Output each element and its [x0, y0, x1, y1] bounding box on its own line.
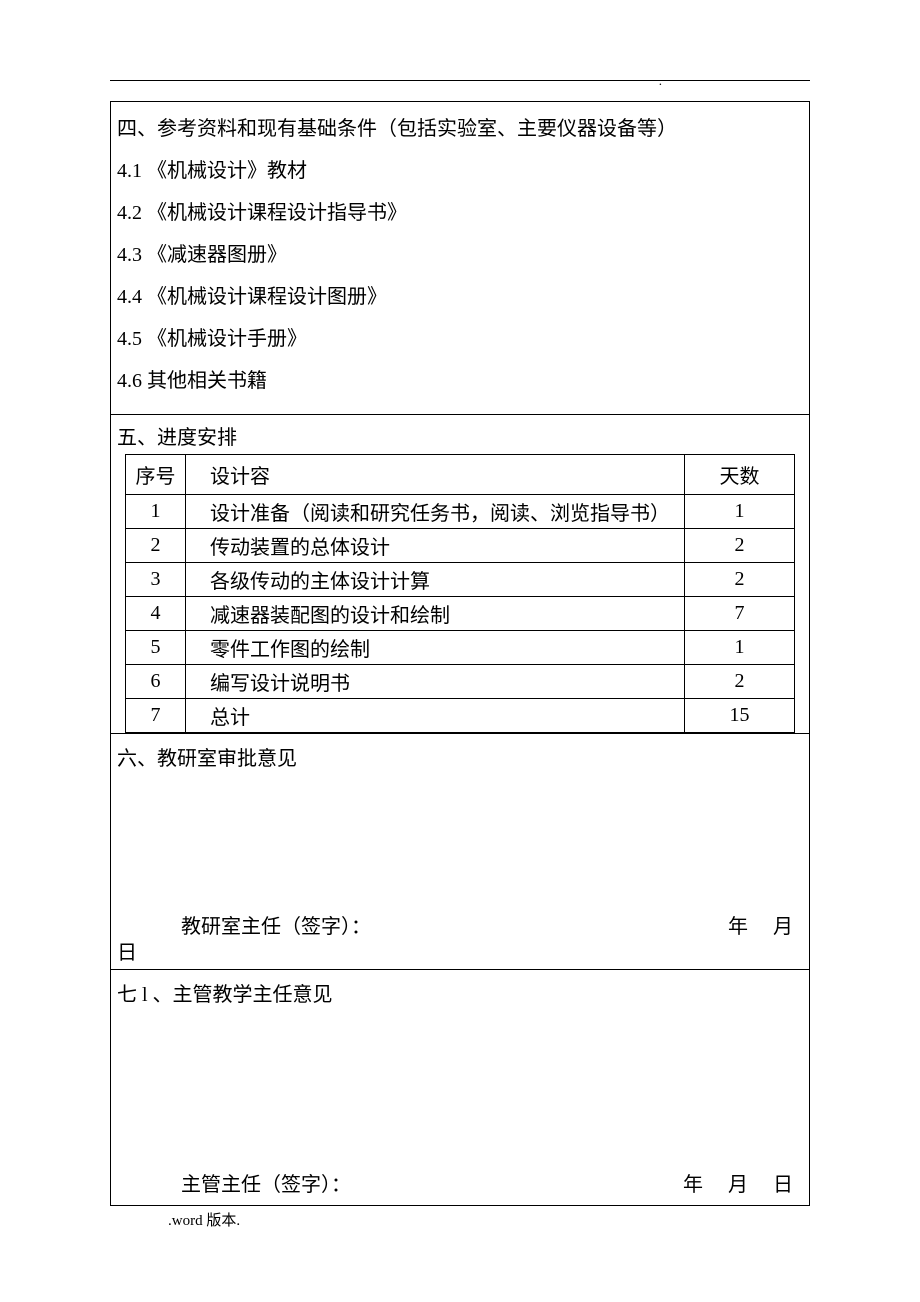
table-row: 7 总计 15: [126, 699, 795, 733]
cell-seq: 6: [126, 665, 186, 699]
section-6-title: 六、教研室审批意见: [111, 734, 809, 771]
sig-line-6: 教研室主任（签字）： 年 月: [111, 910, 809, 939]
ref-item-4: 4.4 《机械设计课程设计图册》: [117, 280, 803, 314]
year-label: 年: [728, 916, 748, 938]
document-page: 四、参考资料和现有基础条件（包括实验室、主要仪器设备等） 4.1 《机械设计》教…: [0, 0, 920, 1246]
section-7-title: 七 l 、主管教学主任意见: [111, 970, 809, 1007]
ref-item-6: 4.6 其他相关书籍: [117, 364, 803, 398]
table-row: 2 传动装置的总体设计 2: [126, 529, 795, 563]
section-7-box: 七 l 、主管教学主任意见 主管主任（签字）： 年 月 日: [110, 970, 810, 1206]
section-7-content: 七 l 、主管教学主任意见 主管主任（签字）： 年 月 日: [111, 970, 809, 1205]
col-days-header: 天数: [685, 455, 795, 495]
cell-content: 零件工作图的绘制: [186, 631, 685, 665]
sig-line-7: 主管主任（签字）： 年 月 日: [111, 1168, 809, 1197]
month-label: 月: [728, 1174, 748, 1196]
cell-seq: 4: [126, 597, 186, 631]
col-content-header: 设计容: [186, 455, 685, 495]
day-label: 日: [773, 1174, 793, 1196]
schedule-header-row: 序号 设计容 天数: [126, 455, 795, 495]
cell-content: 减速器装配图的设计和绘制: [186, 597, 685, 631]
cell-days: 2: [685, 665, 795, 699]
ref-item-2: 4.2 《机械设计课程设计指导书》: [117, 196, 803, 230]
col-seq-header: 序号: [126, 455, 186, 495]
cell-content: 编写设计说明书: [186, 665, 685, 699]
cell-days: 7: [685, 597, 795, 631]
ref-item-5: 4.5 《机械设计手册》: [117, 322, 803, 356]
cell-days: 2: [685, 563, 795, 597]
section-5-title: 五、进度安排: [111, 415, 809, 454]
section-6-content: 六、教研室审批意见 教研室主任（签字）： 年 月 日: [111, 734, 809, 969]
cell-days: 1: [685, 631, 795, 665]
sig-label-7: 主管主任（签字）：: [181, 1168, 351, 1197]
sig-date-7: 年 月 日: [673, 1168, 803, 1197]
section-6-box: 六、教研室审批意见 教研室主任（签字）： 年 月 日: [110, 734, 810, 970]
schedule-table: 序号 设计容 天数 1 设计准备（阅读和研究任务书，阅读、浏览指导书） 1 2 …: [125, 454, 795, 733]
table-row: 5 零件工作图的绘制 1: [126, 631, 795, 665]
cell-content: 各级传动的主体设计计算: [186, 563, 685, 597]
table-row: 6 编写设计说明书 2: [126, 665, 795, 699]
table-row: 3 各级传动的主体设计计算 2: [126, 563, 795, 597]
schedule-body: 1 设计准备（阅读和研究任务书，阅读、浏览指导书） 1 2 传动装置的总体设计 …: [126, 495, 795, 733]
cell-days: 2: [685, 529, 795, 563]
month-label: 月: [773, 916, 793, 938]
cell-seq: 5: [126, 631, 186, 665]
ref-item-1: 4.1 《机械设计》教材: [117, 154, 803, 188]
cell-days: 1: [685, 495, 795, 529]
section-4-content: 四、参考资料和现有基础条件（包括实验室、主要仪器设备等） 4.1 《机械设计》教…: [111, 102, 809, 414]
cell-seq: 1: [126, 495, 186, 529]
ref-item-3: 4.3 《减速器图册》: [117, 238, 803, 272]
section-4-box: 四、参考资料和现有基础条件（包括实验室、主要仪器设备等） 4.1 《机械设计》教…: [110, 101, 810, 415]
sig-date-6: 年 月: [718, 910, 803, 939]
cell-seq: 3: [126, 563, 186, 597]
table-row: 4 减速器装配图的设计和绘制 7: [126, 597, 795, 631]
header-rule: [110, 80, 810, 81]
cell-days: 15: [685, 699, 795, 733]
section-5-box: 五、进度安排 序号 设计容 天数 1 设计准备（阅读和研究任务书，阅读、浏览指导…: [110, 415, 810, 734]
cell-content: 总计: [186, 699, 685, 733]
cell-content: 传动装置的总体设计: [186, 529, 685, 563]
sig-label-6: 教研室主任（签字）：: [181, 910, 371, 939]
cell-content: 设计准备（阅读和研究任务书，阅读、浏览指导书）: [186, 495, 685, 529]
section-4-title: 四、参考资料和现有基础条件（包括实验室、主要仪器设备等）: [117, 112, 803, 146]
year-label: 年: [683, 1174, 703, 1196]
table-row: 1 设计准备（阅读和研究任务书，阅读、浏览指导书） 1: [126, 495, 795, 529]
day-label-6: 日: [117, 936, 137, 965]
cell-seq: 2: [126, 529, 186, 563]
schedule-table-wrap: 序号 设计容 天数 1 设计准备（阅读和研究任务书，阅读、浏览指导书） 1 2 …: [111, 454, 809, 733]
cell-seq: 7: [126, 699, 186, 733]
footer-text: .word 版本.: [168, 1209, 240, 1230]
